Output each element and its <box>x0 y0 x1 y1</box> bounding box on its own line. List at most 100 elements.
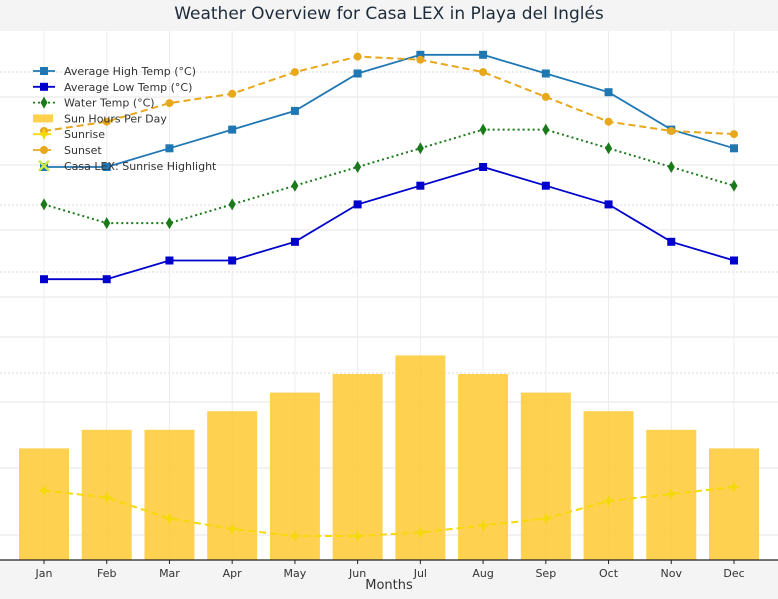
data-point-oct <box>604 117 613 126</box>
data-point-mar <box>165 99 174 108</box>
legend-marker <box>40 96 48 109</box>
data-point-apr <box>228 256 237 265</box>
x-tick-label: Apr <box>223 567 243 580</box>
data-point-nov <box>665 488 678 500</box>
data-point-may <box>290 68 299 77</box>
legend-item: Average Low Temp (°C) <box>33 81 192 94</box>
data-point-mar <box>163 512 176 525</box>
data-point-jun <box>354 161 362 173</box>
data-point-may <box>290 106 299 115</box>
data-point-aug <box>479 68 488 77</box>
legend-label: Average Low Temp (°C) <box>64 81 192 94</box>
legend-item: Sunrise <box>33 128 105 141</box>
x-tick-label: Mar <box>159 567 180 580</box>
data-point-jan <box>38 484 50 497</box>
bar-sun-hours-aug <box>458 374 509 560</box>
bar-sun-hours-jun <box>332 374 383 560</box>
data-point-jun <box>351 530 364 542</box>
bar-sun-hours-jul <box>395 355 446 560</box>
x-tick-label: Aug <box>472 567 493 580</box>
data-point-jul <box>416 55 425 64</box>
line-path <box>43 55 735 136</box>
data-point-mar <box>165 217 173 230</box>
chart-title: Weather Overview for Casa LEX in Playa d… <box>174 4 604 24</box>
data-point-jun <box>353 52 362 61</box>
data-point-sep <box>542 123 550 136</box>
x-tick-label: Dec <box>723 567 744 580</box>
legend-marker <box>40 82 48 91</box>
legend-label: Sunset <box>64 144 102 157</box>
line-path <box>43 486 735 537</box>
legend-item: Average High Temp (°C) <box>33 65 196 78</box>
bar-sun-hours-oct <box>583 411 634 560</box>
legend-item: Water Temp (°C) <box>33 96 155 110</box>
data-point-aug <box>477 519 490 532</box>
legend-label: Water Temp (°C) <box>64 97 155 110</box>
legend: Average High Temp (°C) Average Low Temp (… <box>33 65 217 173</box>
data-point-jul <box>416 50 425 59</box>
data-point-sep <box>541 92 550 101</box>
legend-item: Sun Hours Per Day <box>33 112 167 125</box>
data-point-nov <box>667 161 675 173</box>
legend-label: Sunrise <box>64 128 105 141</box>
data-point-feb <box>102 163 111 171</box>
data-point-feb <box>102 275 111 284</box>
data-point-nov <box>667 127 676 135</box>
x-tick-label: Jul <box>413 567 427 580</box>
data-point-dec <box>730 144 738 153</box>
data-point-may <box>288 530 301 542</box>
data-point-jun <box>353 200 362 209</box>
data-point-apr <box>226 523 239 535</box>
x-tick-label: May <box>284 567 307 580</box>
data-point-oct <box>605 142 613 155</box>
line-path <box>44 53 735 168</box>
data-point-feb <box>102 117 111 126</box>
data-point-aug <box>479 123 487 136</box>
series-average-low-temp-c <box>40 163 738 284</box>
data-point-apr <box>228 89 237 98</box>
legend-label: Sun Hours Per Day <box>64 112 167 125</box>
data-point-may <box>291 179 299 192</box>
bar-sun-hours-mar <box>144 429 195 560</box>
x-tick-label: Oct <box>599 567 619 580</box>
data-point-oct <box>604 88 613 97</box>
data-point-jul <box>416 181 425 190</box>
data-point-feb <box>103 217 111 230</box>
data-point-aug <box>479 50 488 59</box>
bar-sun-hours-jan <box>19 448 69 560</box>
data-point-jul <box>414 526 427 539</box>
x-tick-label: Nov <box>661 567 683 580</box>
data-point-apr <box>228 198 236 211</box>
x-tick-label: Jan <box>35 567 53 580</box>
data-point-dec <box>730 256 738 265</box>
data-point-mar <box>165 144 174 153</box>
data-point-mar <box>165 256 174 265</box>
legend-marker <box>38 128 50 141</box>
data-point-jan <box>40 198 48 211</box>
x-tick-label: Feb <box>97 567 116 580</box>
data-point-nov <box>667 237 676 246</box>
data-point-apr <box>228 125 237 134</box>
line-path <box>44 166 735 281</box>
legend-item: Casa LEX: Sunrise Highlight <box>38 159 217 173</box>
series-lines <box>38 50 740 542</box>
data-point-dec <box>730 130 738 139</box>
x-ticks: Jan Feb Mar Apr May Jun Jul Aug Sep Oct Nov Dec <box>35 560 745 580</box>
legend-item: Sunset <box>33 144 102 157</box>
data-point-oct <box>604 200 613 209</box>
data-point-oct <box>602 495 615 507</box>
bar-sun-hours-sep <box>520 392 571 560</box>
legend-swatch <box>38 159 50 172</box>
legend-swatch <box>33 114 53 123</box>
data-point-dec <box>728 481 740 493</box>
data-point-may <box>290 237 299 246</box>
data-point-aug <box>479 163 488 171</box>
legend-label: Casa LEX: Sunrise Highlight <box>64 160 217 173</box>
legend-label: Average High Temp (°C) <box>64 65 196 78</box>
data-point-feb <box>100 491 113 504</box>
series-water-temp-c <box>40 123 738 230</box>
data-point-sep <box>541 69 550 78</box>
x-tick-label: Jun <box>348 567 366 580</box>
data-point-jan <box>40 275 48 284</box>
